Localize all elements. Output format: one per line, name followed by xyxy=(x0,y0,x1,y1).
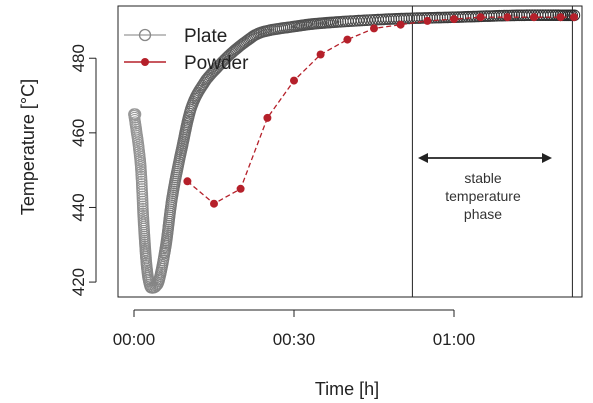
legend: Plate Powder xyxy=(124,26,249,74)
plate-point xyxy=(545,9,557,21)
powder-point xyxy=(530,13,538,22)
powder-point xyxy=(396,20,405,29)
powder-point xyxy=(343,35,352,44)
annotation-line-2: temperature xyxy=(445,188,521,204)
y-tick-label-440: 440 xyxy=(69,193,88,221)
plate-point xyxy=(352,14,365,27)
powder-point xyxy=(236,184,245,193)
y-tick-label-480: 480 xyxy=(69,44,88,72)
powder-point xyxy=(183,177,192,186)
annotation-line-3: phase xyxy=(464,206,502,222)
x-tick-label-1: 00:30 xyxy=(273,330,316,349)
powder-point xyxy=(556,13,565,22)
series-powder xyxy=(183,13,578,208)
powder-point xyxy=(450,15,458,24)
powder-point xyxy=(290,76,298,85)
annotation-line-1: stable xyxy=(464,170,502,186)
x-axis-label: Time [h] xyxy=(315,379,379,399)
powder-point xyxy=(370,24,378,33)
annotation-arrow-right-head xyxy=(542,153,552,163)
annotation-arrow-left-head xyxy=(418,153,428,163)
plate-point xyxy=(358,14,371,27)
x-tick-label-2: 01:00 xyxy=(433,330,476,349)
powder-point xyxy=(263,113,272,122)
powder-point xyxy=(423,16,432,25)
powder-point xyxy=(210,199,218,208)
legend-plate-marker xyxy=(138,28,152,42)
legend-plate-label: Plate xyxy=(184,26,227,47)
x-axis: 00:00 00:30 01:00 xyxy=(113,309,476,349)
plot-frame xyxy=(117,5,583,298)
plate-point xyxy=(542,9,555,21)
y-tick-label-460: 460 xyxy=(69,119,88,147)
y-axis-label: Temperature [°C] xyxy=(18,79,38,215)
powder-point xyxy=(476,13,485,22)
legend-powder-label: Powder xyxy=(184,53,249,74)
plate-point xyxy=(129,108,142,120)
powder-point xyxy=(570,13,578,22)
legend-powder-marker xyxy=(141,58,149,66)
plate-point xyxy=(361,14,373,27)
y-axis: 420 440 460 480 xyxy=(69,44,97,296)
powder-point xyxy=(503,13,512,22)
y-tick-label-420: 420 xyxy=(69,268,88,296)
plot-area xyxy=(117,5,583,298)
powder-point xyxy=(316,50,325,59)
stable-phase-annotation: stable temperature phase xyxy=(418,153,552,222)
powder-line xyxy=(186,16,574,205)
x-tick-label-0: 00:00 xyxy=(113,330,156,349)
